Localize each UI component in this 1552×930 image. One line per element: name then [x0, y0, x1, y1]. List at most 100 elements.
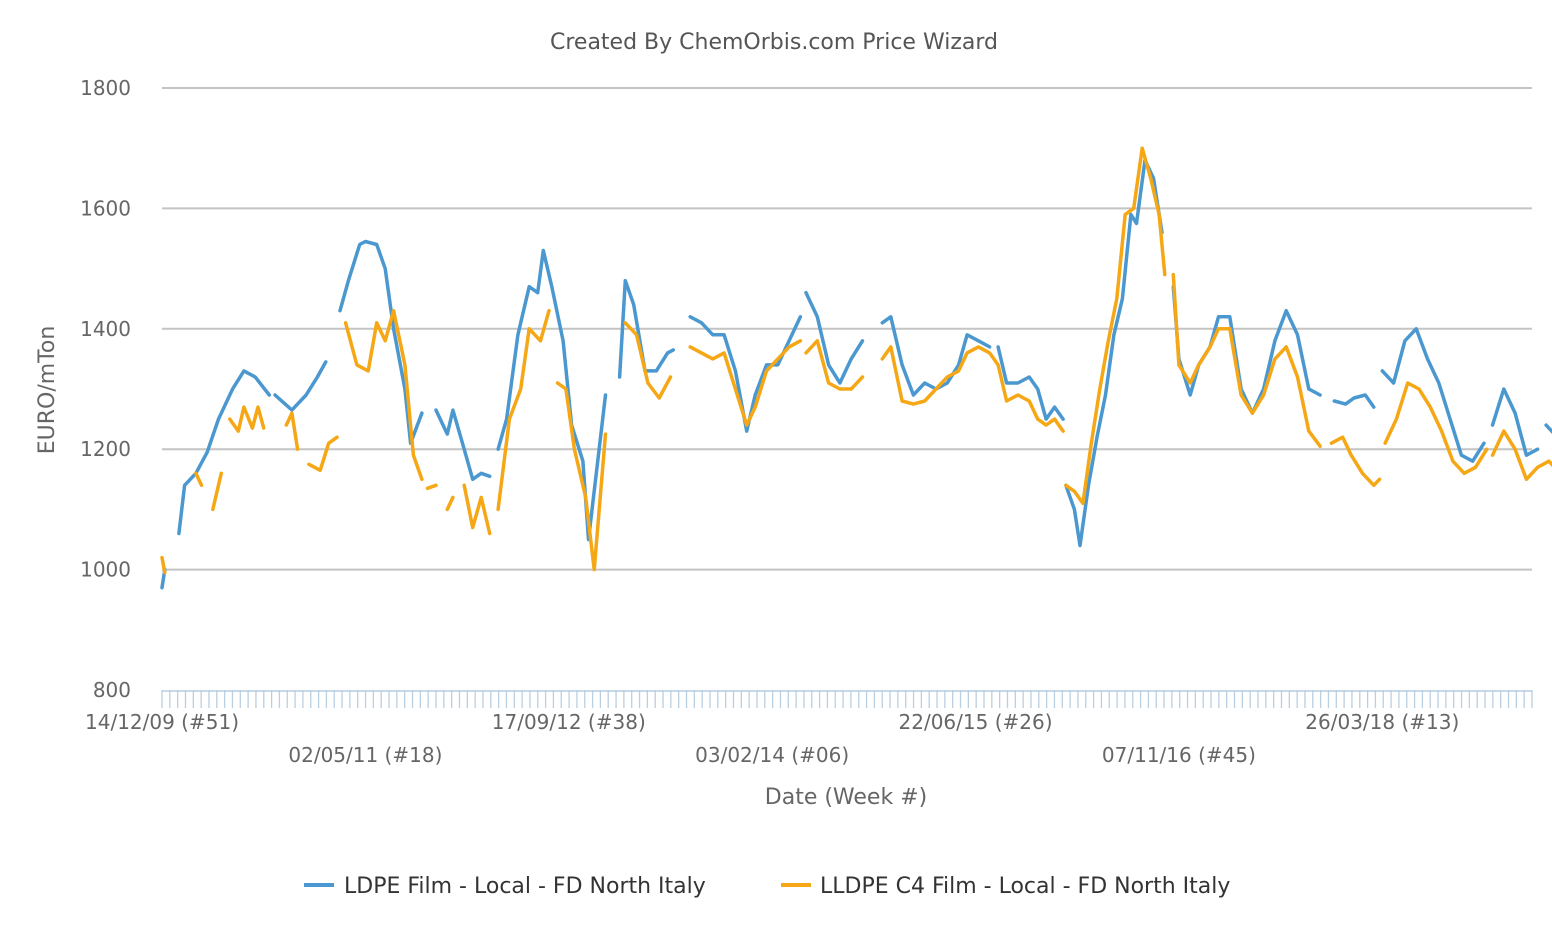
data-point — [435, 409, 437, 411]
data-point — [1330, 442, 1333, 445]
data-point — [1415, 328, 1417, 330]
y-tick-label: 1400 — [80, 317, 131, 341]
data-point — [463, 448, 466, 451]
x-axis-label: Date (Week #) — [765, 785, 927, 810]
data-point — [206, 451, 208, 454]
data-point — [497, 448, 499, 451]
series-line-segment — [1171, 272, 1322, 448]
data-point — [1440, 430, 1443, 432]
data-point — [788, 340, 790, 342]
data-point — [1536, 448, 1539, 451]
legend[interactable]: LDPE Film - Local - FD North Italy LLDPE … — [304, 874, 1230, 899]
y-axis-ticks: 800 1000 1200 1400 1600 1800 — [80, 76, 131, 702]
data-point — [367, 370, 370, 372]
data-point — [1017, 382, 1019, 384]
data-point — [1503, 388, 1505, 390]
data-point — [1045, 424, 1047, 426]
data-point — [901, 364, 903, 366]
data-point — [593, 568, 595, 571]
data-point — [528, 328, 530, 330]
data-point — [624, 279, 627, 282]
series-line-segment — [228, 405, 266, 433]
data-point — [1471, 460, 1474, 463]
data-point — [997, 364, 999, 366]
data-point — [262, 427, 265, 429]
data-point — [1350, 454, 1352, 457]
data-point — [946, 376, 949, 378]
data-point — [1404, 340, 1406, 342]
data-point — [505, 418, 508, 420]
series-line-segment — [194, 471, 204, 488]
data-point — [344, 322, 347, 324]
data-point — [1548, 460, 1550, 463]
data-point — [712, 334, 714, 336]
data-point — [480, 472, 483, 475]
x-tick-label: 14/12/09 (#51) — [85, 710, 239, 734]
series-line-segment — [338, 239, 424, 445]
data-point — [1028, 376, 1030, 378]
data-point — [384, 267, 387, 270]
data-point — [1090, 442, 1093, 445]
data-point — [777, 358, 779, 360]
data-point — [384, 340, 387, 342]
data-point — [1082, 502, 1084, 505]
data-point — [1099, 388, 1101, 390]
data-point — [1460, 454, 1463, 457]
data-point — [212, 508, 214, 511]
data-point — [519, 388, 522, 390]
legend-item[interactable]: LLDPE C4 Film - Local - FD North Italy — [781, 874, 1230, 899]
data-point — [977, 340, 980, 342]
data-point — [1373, 484, 1375, 487]
data-point — [1096, 436, 1098, 439]
data-point — [1189, 394, 1191, 396]
data-point — [935, 388, 937, 390]
data-point — [528, 285, 530, 288]
data-point — [517, 334, 519, 336]
data-point — [421, 478, 423, 481]
data-point — [1209, 346, 1211, 348]
data-point — [1395, 418, 1398, 420]
data-point — [689, 316, 691, 318]
data-point — [1045, 418, 1047, 420]
series-line-segment — [804, 290, 865, 385]
data-point — [404, 364, 406, 366]
data-point — [1308, 388, 1310, 390]
data-point — [1285, 346, 1287, 348]
data-point — [1062, 418, 1064, 420]
data-point — [957, 370, 960, 372]
data-point — [1274, 340, 1276, 342]
data-point — [319, 469, 322, 472]
data-point — [799, 316, 802, 318]
series-line-segment — [445, 495, 455, 512]
data-point — [251, 427, 254, 429]
data-point — [412, 454, 415, 457]
data-point — [1087, 484, 1090, 487]
series-line-segment — [1332, 393, 1376, 409]
data-point — [1361, 472, 1364, 475]
data-point — [816, 316, 819, 318]
x-tick-label: 22/06/15 (#26) — [899, 710, 1053, 734]
data-point — [551, 285, 553, 288]
data-point — [488, 475, 491, 478]
data-point — [220, 472, 223, 475]
data-point — [1319, 445, 1321, 448]
data-point — [296, 448, 299, 451]
data-point — [1364, 394, 1367, 396]
legend-label: LDPE Film - Local - FD North Italy — [344, 874, 706, 899]
data-point — [1189, 382, 1191, 384]
y-tick-label: 1000 — [80, 558, 131, 582]
data-point — [1438, 382, 1440, 384]
data-point — [237, 430, 240, 432]
data-point — [1005, 382, 1008, 384]
series-line-segment — [273, 360, 328, 412]
legend-item[interactable]: LDPE Film - Local - FD North Italy — [304, 874, 706, 899]
data-point — [765, 370, 768, 372]
data-point — [243, 406, 245, 408]
data-point — [1152, 177, 1155, 180]
data-point — [565, 388, 567, 390]
data-point — [805, 291, 807, 294]
data-point — [1079, 544, 1081, 547]
chart-title: Created By ChemOrbis.com Price Wizard — [550, 30, 998, 55]
data-point — [666, 352, 669, 354]
